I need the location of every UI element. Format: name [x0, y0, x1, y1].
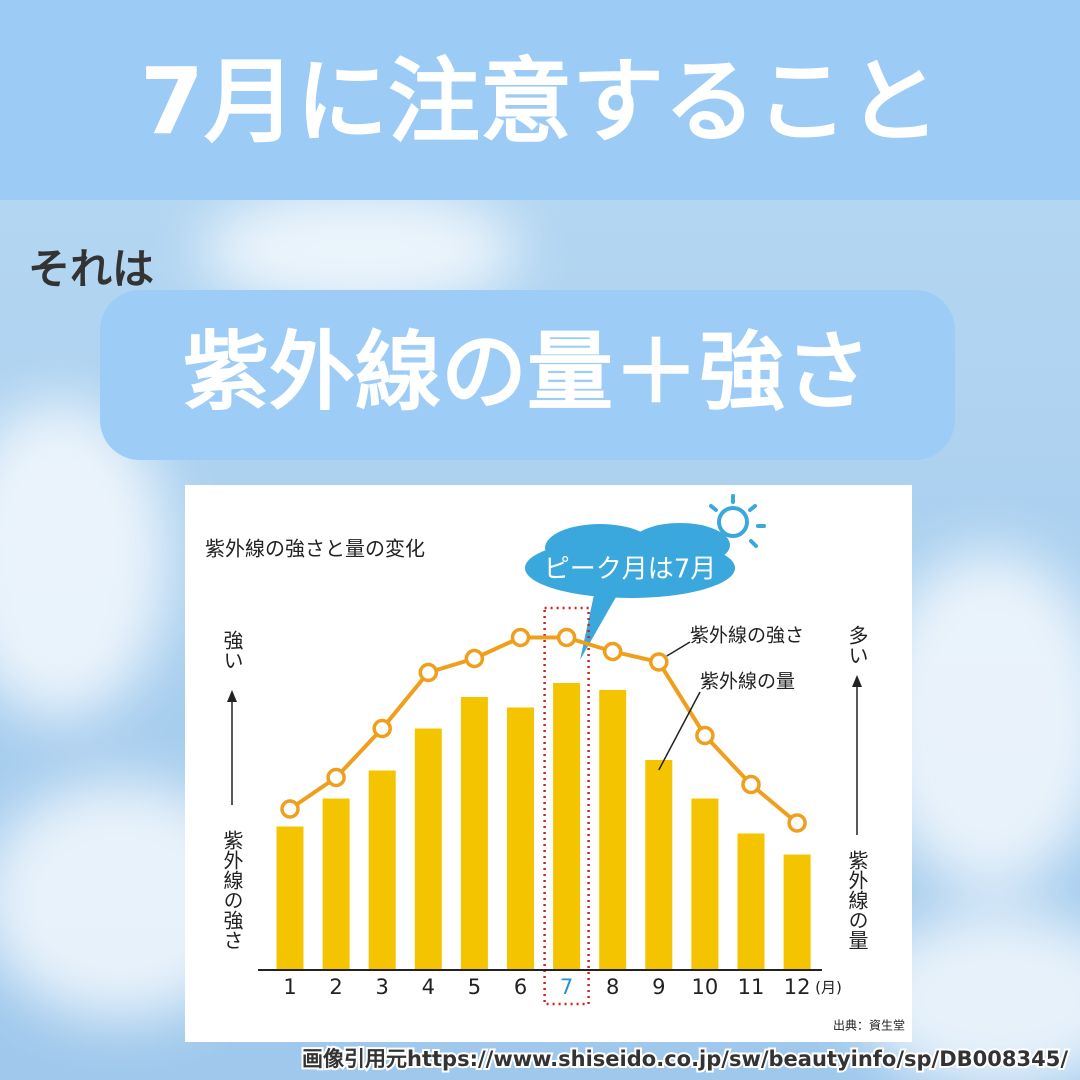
x-tick-label: 4 — [422, 975, 435, 999]
bar — [645, 760, 673, 970]
bar — [553, 683, 581, 970]
x-tick-label: 2 — [329, 975, 342, 999]
point — [418, 662, 439, 683]
point — [787, 813, 807, 833]
leader-line — [658, 691, 701, 771]
point — [741, 774, 761, 795]
highlight-text: 紫外線の量＋強さ — [183, 322, 871, 422]
bar — [599, 690, 627, 970]
bar — [276, 826, 304, 970]
sun-icon — [709, 494, 766, 548]
callout — [525, 523, 735, 660]
bar — [368, 770, 396, 970]
point — [280, 799, 300, 819]
x-tick-label: 3 — [376, 975, 389, 999]
highlight-box — [543, 606, 590, 1006]
x-tick-label: 1 — [283, 975, 296, 999]
x-tick-label: 6 — [514, 975, 527, 999]
lead: それは — [28, 245, 154, 294]
x-tick-label: 8 — [606, 975, 619, 999]
page-title: 7月に注意すること — [140, 48, 940, 155]
y2-arrowhead — [852, 675, 862, 687]
y2-label-top: 多い — [845, 625, 869, 665]
point — [695, 725, 715, 746]
bar — [507, 707, 534, 970]
series-label: 紫外線の量 — [700, 671, 795, 693]
point — [602, 641, 623, 662]
point — [556, 627, 577, 648]
y-label: 紫外線の強さ — [220, 830, 244, 950]
chart-title: 紫外線の強さと量の変化 — [205, 537, 425, 561]
footer-credit: 画像引用元https://www.shiseido.co.jp/sw/beaut… — [302, 1047, 1068, 1071]
x-tick-label: 11 — [738, 975, 765, 999]
y-label-top: 強い — [220, 630, 244, 670]
x-tick-label: 9 — [652, 975, 665, 999]
x-tick-label: 10 — [692, 975, 719, 999]
bar — [414, 728, 442, 970]
series-label: 紫外線の強さ — [690, 625, 804, 647]
bar — [460, 697, 488, 970]
y-arrowhead — [227, 690, 237, 702]
point — [326, 767, 346, 788]
bar — [783, 854, 811, 970]
point — [510, 627, 531, 648]
source: 出典：資生堂 — [833, 1019, 905, 1033]
bar — [322, 798, 350, 970]
highlight-pill — [100, 290, 955, 460]
point — [464, 648, 485, 669]
leader-line — [666, 641, 691, 657]
y2-label: 紫外線の量 — [845, 850, 869, 950]
x-tick-label: 5 — [468, 975, 481, 999]
title-band — [0, 0, 1080, 200]
x-unit: (月) — [815, 979, 842, 997]
bar — [691, 798, 719, 970]
callout-text: ピーク月は7月 — [544, 555, 717, 585]
x-tick-label: 7 — [560, 975, 573, 999]
point — [372, 718, 392, 739]
x-tick-label: 12 — [784, 975, 811, 999]
bar — [737, 833, 765, 970]
point — [649, 652, 669, 672]
line — [288, 635, 799, 825]
